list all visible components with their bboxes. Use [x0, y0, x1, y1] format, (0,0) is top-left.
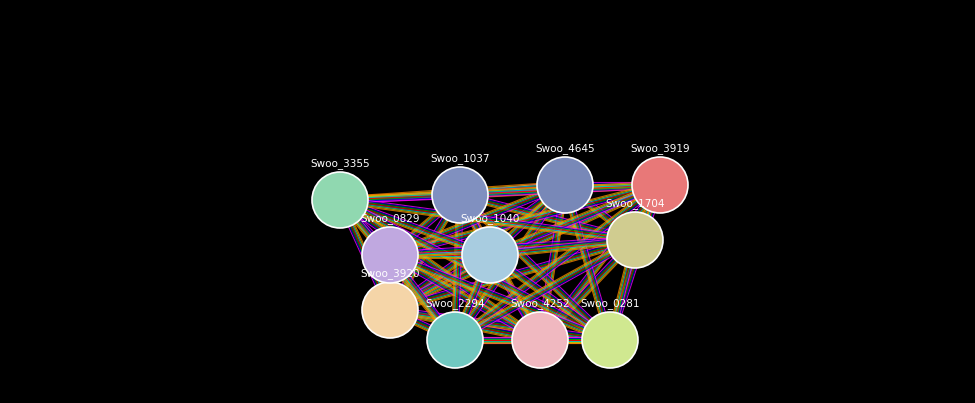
Circle shape: [607, 212, 663, 268]
Text: Swoo_1037: Swoo_1037: [430, 153, 489, 164]
Circle shape: [632, 157, 688, 213]
Circle shape: [582, 312, 638, 368]
Text: Swoo_1040: Swoo_1040: [460, 213, 520, 224]
Circle shape: [362, 227, 418, 283]
Text: Swoo_3355: Swoo_3355: [310, 158, 370, 169]
Text: Swoo_4252: Swoo_4252: [510, 298, 569, 309]
Text: Swoo_0281: Swoo_0281: [580, 298, 640, 309]
Circle shape: [462, 227, 518, 283]
Circle shape: [537, 157, 593, 213]
Circle shape: [312, 172, 368, 228]
Text: Swoo_3920: Swoo_3920: [360, 268, 420, 279]
Circle shape: [432, 167, 488, 223]
Circle shape: [427, 312, 483, 368]
Text: Swoo_0829: Swoo_0829: [360, 213, 420, 224]
Circle shape: [512, 312, 568, 368]
Text: Swoo_3919: Swoo_3919: [630, 143, 690, 154]
Text: Swoo_1704: Swoo_1704: [605, 198, 665, 209]
Text: Swoo_2294: Swoo_2294: [425, 298, 485, 309]
Text: Swoo_4645: Swoo_4645: [535, 143, 595, 154]
Circle shape: [362, 282, 418, 338]
